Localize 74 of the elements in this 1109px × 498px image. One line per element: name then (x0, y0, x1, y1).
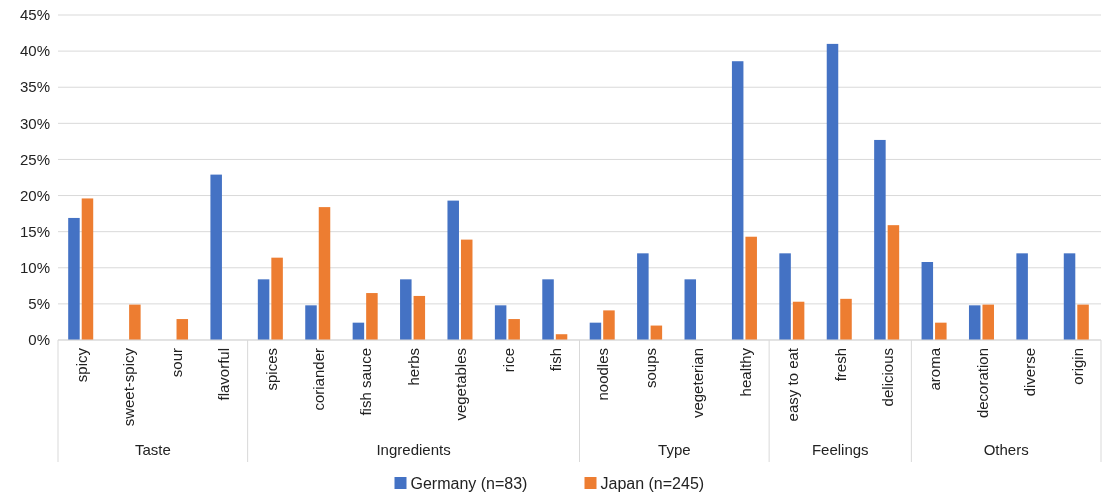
x-tick-label: fish (547, 348, 565, 372)
bar (400, 279, 412, 340)
x-tick-label: vegetables (452, 348, 470, 421)
bar (542, 279, 554, 340)
x-tick-label: spicy (72, 347, 90, 383)
x-tick-label: coriander (310, 348, 327, 411)
x-tick-label: herbs (404, 348, 422, 386)
x-tick-label: decoration (973, 348, 991, 419)
text: Ingredients (376, 441, 451, 459)
bar (271, 257, 283, 340)
y-tick-label: 30% (19, 114, 50, 132)
bar (874, 139, 886, 340)
bar (508, 319, 520, 340)
text: Others (983, 441, 1029, 459)
bar (257, 279, 270, 340)
bar (637, 253, 649, 340)
text: Feelings (811, 441, 869, 459)
text: Taste (134, 441, 171, 459)
y-tick-label: 0% (28, 331, 50, 349)
x-tick-label: easy to eat (784, 347, 802, 422)
bar (305, 305, 317, 340)
y-tick-label: 20% (19, 186, 50, 204)
bar (210, 174, 222, 340)
x-tick-label: rice (499, 348, 517, 373)
x-tick-label: delicious (878, 348, 896, 407)
x-tick-label: diverse (1021, 348, 1039, 397)
legend-label: Germany (n=83) (410, 474, 528, 492)
x-tick-label: aroma (926, 347, 944, 391)
x-tick-label: fish sauce (357, 348, 375, 416)
y-tick-label: 35% (19, 78, 50, 96)
x-tick-label: origin (1068, 348, 1086, 385)
bar (745, 236, 757, 340)
bar (887, 225, 900, 340)
bar (921, 262, 934, 340)
y-tick-label: 25% (19, 150, 50, 168)
bar (460, 239, 473, 340)
bar (826, 43, 839, 340)
x-tick-label: soups (641, 348, 659, 389)
legend-label: Japan (n=245) (600, 474, 705, 492)
bar (176, 319, 189, 340)
y-tick-label: 40% (19, 42, 50, 60)
bar (81, 198, 94, 340)
bar (1063, 253, 1076, 340)
y-tick-label: 45% (19, 6, 50, 24)
bar (494, 305, 507, 340)
bar (129, 304, 141, 340)
x-tick-label: flavorful (215, 348, 233, 401)
y-tick-label: 5% (28, 295, 50, 313)
x-tick-label: spices (262, 348, 280, 391)
x-tick-label: noodles (594, 348, 612, 401)
bar (447, 200, 459, 340)
bar (318, 207, 331, 340)
bar (413, 295, 426, 340)
x-tick-label: vegeterian (689, 348, 707, 419)
x-tick-label: healthy (736, 347, 754, 397)
x-tick-label: fresh (831, 348, 849, 382)
bar (68, 217, 80, 340)
y-tick-label: 15% (19, 222, 50, 240)
bar (1077, 304, 1089, 340)
text: Type (658, 441, 691, 459)
bar (935, 322, 947, 340)
bar (792, 301, 805, 340)
bar (684, 279, 697, 340)
bar (968, 305, 981, 340)
x-tick-label: sweet-spicy (120, 347, 138, 427)
y-tick-label: 10% (19, 259, 50, 277)
bar (603, 310, 615, 340)
bar (779, 253, 791, 340)
x-tick-label: sour (167, 348, 185, 378)
bar (731, 61, 744, 340)
bar (982, 304, 994, 340)
bar (366, 293, 378, 340)
bar (1016, 253, 1028, 340)
bar (840, 298, 852, 340)
